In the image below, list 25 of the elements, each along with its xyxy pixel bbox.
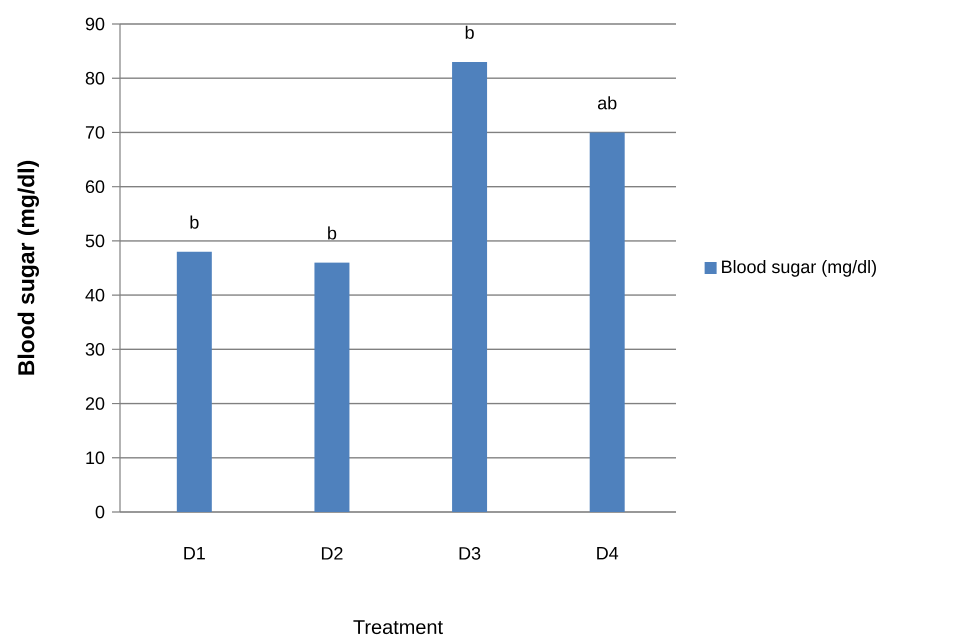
annotation: b [466,26,474,39]
y-tick-label: 10 [86,451,104,464]
y-tick-label: 50 [86,234,104,248]
bar [590,132,625,512]
y-tick-label: 0 [96,506,104,518]
y-tick-label: 30 [86,342,104,356]
y-tick-label: 20 [86,397,104,410]
annotation: ab [598,96,616,110]
annotation: b [328,226,336,240]
y-tick-label: 40 [85,288,104,302]
x-tick-label: D1 [184,547,205,560]
bar [314,262,350,512]
legend-label: Blood sugar (mg/dl) [722,260,876,277]
x-axis-title: Treatment [353,620,443,634]
x-tick-label: D3 [460,547,480,560]
x-tick-label: D4 [597,547,618,560]
bar [452,62,488,512]
annotation: b [190,216,199,229]
y-tick-label: 90 [86,18,104,30]
x-tick-label: D2 [322,547,342,560]
y-axis-title: Blood sugar (mg/dl) [18,160,39,375]
bar [176,252,212,512]
y-tick-label: 60 [86,180,104,194]
y-tick-label: 80 [86,72,104,85]
y-tick-label: 70 [86,126,104,139]
